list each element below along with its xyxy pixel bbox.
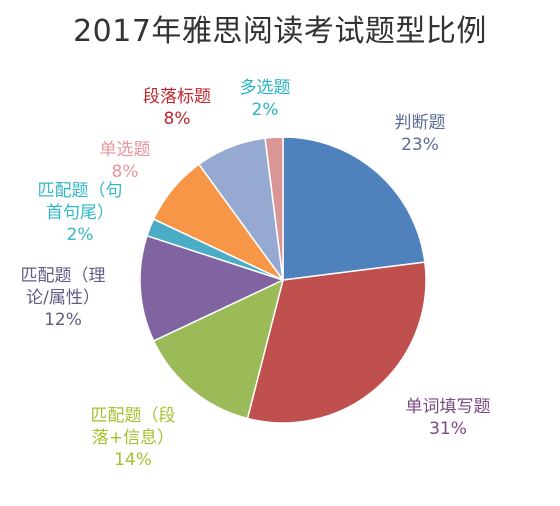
pie-slice-8	[264, 136, 284, 281]
chart-title: 2017年雅思阅读考试题型比例	[73, 14, 487, 49]
pie-slice-3	[152, 278, 285, 420]
data-label-line: 单选题	[100, 140, 151, 160]
data-label-slice-3: 匹配题（段落+信息） 14%	[91, 406, 176, 470]
data-label-slice-8: 多选题 2%	[240, 78, 291, 120]
data-label-slice-7: 段落标题 8%	[143, 87, 211, 129]
data-label-line: 匹配题（段	[91, 406, 176, 426]
data-label-line: 匹配题（理	[21, 266, 106, 286]
data-label-slice-6: 单选题 8%	[100, 140, 151, 182]
data-label-line: 23%	[401, 135, 439, 155]
data-label-line: 落+信息）	[92, 428, 174, 448]
data-label-line: 8%	[164, 109, 191, 129]
pie-slice-1	[282, 136, 426, 281]
data-label-line: 单词填写题	[406, 397, 491, 417]
data-label-line: 12%	[44, 310, 82, 330]
slices-group	[139, 136, 427, 424]
data-label-line: 31%	[429, 419, 467, 439]
pie-slice-2	[246, 261, 427, 424]
labels-group: 判断题 23% 单词填写题 31% 匹配题（段落+信息） 14% 匹配题（理论/属性） 12%…	[21, 78, 491, 470]
data-label-line: 判断题	[395, 113, 446, 133]
data-label-line: 匹配题（句	[38, 181, 123, 201]
pie-slice-4	[139, 234, 286, 342]
data-label-slice-5: 匹配题（句首句尾） 2%	[38, 181, 123, 245]
data-label-line: 2%	[67, 225, 94, 245]
data-label-slice-2: 单词填写题 31%	[406, 397, 491, 439]
data-label-slice-4: 匹配题（理论/属性） 12%	[21, 266, 106, 330]
data-label-line: 多选题	[240, 78, 291, 98]
data-label-line: 论/属性）	[26, 288, 100, 308]
data-label-slice-1: 判断题 23%	[395, 113, 446, 155]
data-label-line: 首句尾）	[46, 203, 114, 223]
data-label-line: 2%	[252, 100, 279, 120]
data-label-line: 段落标题	[143, 87, 211, 107]
data-label-line: 14%	[114, 450, 152, 470]
data-label-line: 8%	[112, 162, 139, 182]
